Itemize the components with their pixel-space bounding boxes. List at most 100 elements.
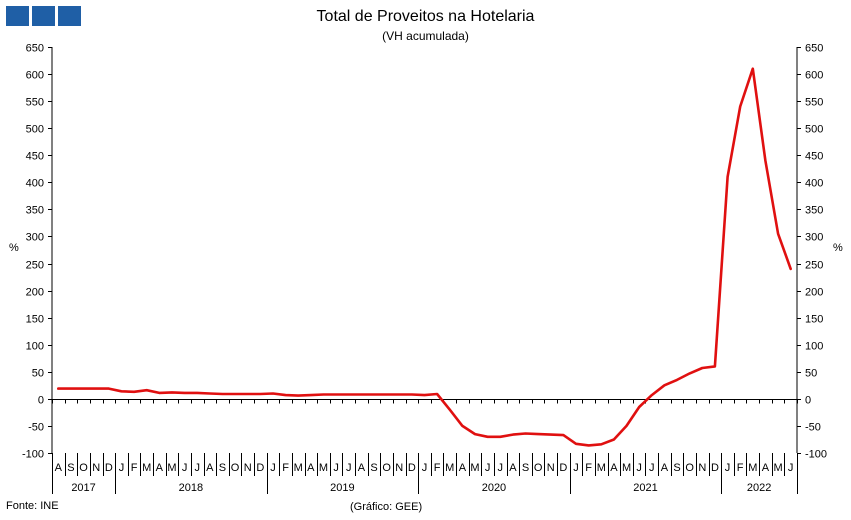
y-tick-label-left: -100 bbox=[22, 449, 44, 461]
month-tick-label: A bbox=[358, 462, 366, 474]
month-tick-label: A bbox=[610, 462, 618, 474]
month-tick-label: J bbox=[788, 462, 794, 474]
month-tick-label: J bbox=[194, 462, 200, 474]
y-tick-label-right: 650 bbox=[805, 43, 823, 55]
month-tick-label: M bbox=[748, 462, 757, 474]
month-tick-label: J bbox=[346, 462, 352, 474]
month-tick-label: M bbox=[773, 462, 782, 474]
month-tick-label: D bbox=[711, 462, 719, 474]
month-tick-label: J bbox=[649, 462, 655, 474]
month-tick-label: J bbox=[333, 462, 339, 474]
month-tick-label: M bbox=[142, 462, 151, 474]
month-tick-label: A bbox=[156, 462, 164, 474]
year-label: 2022 bbox=[747, 482, 771, 494]
y-tick-label-left: 350 bbox=[26, 205, 44, 217]
y-tick-label-right: 300 bbox=[805, 232, 823, 244]
month-tick-label: J bbox=[725, 462, 731, 474]
y-tick-label-left: 600 bbox=[26, 70, 44, 82]
month-tick-label: J bbox=[573, 462, 579, 474]
month-tick-label: N bbox=[395, 462, 403, 474]
month-tick-label: D bbox=[105, 462, 113, 474]
y-tick-label-right: 200 bbox=[805, 287, 823, 299]
month-tick-label: S bbox=[370, 462, 377, 474]
y-tick-label-left: 650 bbox=[26, 43, 44, 55]
month-tick-label: J bbox=[119, 462, 125, 474]
source-note: Fonte: INE bbox=[6, 500, 59, 512]
y-tick-label-left: 150 bbox=[26, 314, 44, 326]
month-tick-label: J bbox=[498, 462, 504, 474]
logo-square bbox=[32, 6, 55, 26]
month-tick-label: F bbox=[737, 462, 744, 474]
month-tick-label: D bbox=[559, 462, 567, 474]
year-label: 2017 bbox=[71, 482, 95, 494]
y-tick-label-right: 100 bbox=[805, 341, 823, 353]
month-tick-label: A bbox=[459, 462, 467, 474]
y-tick-label-right: 0 bbox=[805, 395, 811, 407]
month-tick-label: M bbox=[470, 462, 479, 474]
month-tick-label: S bbox=[67, 462, 74, 474]
month-tick-label: J bbox=[485, 462, 491, 474]
month-tick-label: D bbox=[408, 462, 416, 474]
month-tick-label: D bbox=[256, 462, 264, 474]
y-tick-label-right: 350 bbox=[805, 205, 823, 217]
month-tick-label: N bbox=[698, 462, 706, 474]
month-tick-label: S bbox=[522, 462, 529, 474]
y-tick-label-left: 550 bbox=[26, 97, 44, 109]
y-tick-label-left: -50 bbox=[28, 422, 44, 434]
month-tick-label: M bbox=[445, 462, 454, 474]
month-tick-label: M bbox=[294, 462, 303, 474]
y-tick-label-right: -100 bbox=[805, 449, 827, 461]
y-tick-label-left: 250 bbox=[26, 260, 44, 272]
month-tick-label: A bbox=[206, 462, 214, 474]
y-tick-label-right: 250 bbox=[805, 260, 823, 272]
month-tick-label: F bbox=[585, 462, 592, 474]
y-tick-label-left: 300 bbox=[26, 232, 44, 244]
month-tick-label: F bbox=[131, 462, 138, 474]
y-tick-label-right: 50 bbox=[805, 368, 817, 380]
month-tick-label: N bbox=[92, 462, 100, 474]
month-tick-label: M bbox=[597, 462, 606, 474]
month-tick-label: A bbox=[762, 462, 770, 474]
y-tick-label-left: 0 bbox=[38, 395, 44, 407]
y-tick-label-left: 450 bbox=[26, 151, 44, 163]
year-label: 2019 bbox=[330, 482, 354, 494]
logo-square bbox=[6, 6, 29, 26]
month-tick-label: M bbox=[622, 462, 631, 474]
month-tick-label: A bbox=[661, 462, 669, 474]
y-tick-label-right: 500 bbox=[805, 124, 823, 136]
month-tick-label: F bbox=[434, 462, 441, 474]
month-tick-label: O bbox=[382, 462, 391, 474]
month-tick-label: O bbox=[685, 462, 694, 474]
y-tick-label-left: 200 bbox=[26, 287, 44, 299]
y-tick-label-right: 600 bbox=[805, 70, 823, 82]
year-label: 2018 bbox=[179, 482, 203, 494]
month-tick-label: A bbox=[307, 462, 315, 474]
month-tick-label: M bbox=[167, 462, 176, 474]
y-tick-label-right: -50 bbox=[805, 422, 821, 434]
month-tick-label: M bbox=[319, 462, 328, 474]
month-tick-label: N bbox=[547, 462, 555, 474]
month-tick-label: N bbox=[244, 462, 252, 474]
month-tick-label: O bbox=[534, 462, 543, 474]
month-tick-label: S bbox=[673, 462, 680, 474]
chart-subtitle: (VH acumulada) bbox=[382, 29, 469, 43]
year-label: 2021 bbox=[633, 482, 657, 494]
month-tick-label: J bbox=[422, 462, 428, 474]
y-tick-label-left: 400 bbox=[26, 178, 44, 190]
series-line bbox=[56, 67, 793, 447]
y-axis-label-left: % bbox=[9, 242, 19, 254]
month-tick-label: S bbox=[219, 462, 226, 474]
chart-title: Total de Proveitos na Hotelaria bbox=[316, 8, 535, 25]
y-tick-label-right: 450 bbox=[805, 151, 823, 163]
month-tick-label: J bbox=[636, 462, 642, 474]
y-tick-label-left: 100 bbox=[26, 341, 44, 353]
y-tick-label-right: 400 bbox=[805, 178, 823, 190]
month-tick-label: O bbox=[231, 462, 240, 474]
month-tick-label: J bbox=[182, 462, 188, 474]
month-tick-label: O bbox=[79, 462, 88, 474]
y-tick-label-right: 150 bbox=[805, 314, 823, 326]
month-tick-label: J bbox=[270, 462, 276, 474]
y-axis-label-right: % bbox=[833, 242, 843, 254]
month-tick-label: F bbox=[282, 462, 289, 474]
